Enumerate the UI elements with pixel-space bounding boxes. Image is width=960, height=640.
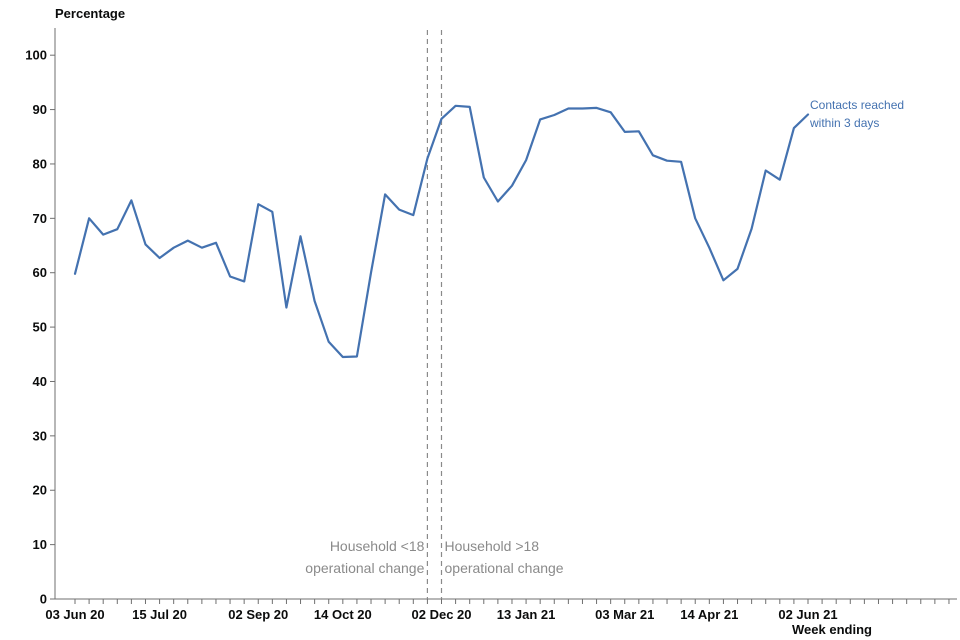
y-tick-label: 40 bbox=[33, 374, 47, 389]
x-axis-title: Week ending bbox=[792, 622, 872, 637]
annotations: Household <18 operational change Household… bbox=[305, 30, 564, 599]
x-axis: 03 Jun 20 15 Jul 20 02 Sep 20 14 Oct 20 02 D… bbox=[45, 598, 957, 622]
series-layer: Contacts reached within 3 days bbox=[73, 98, 904, 359]
y-tick-label: 70 bbox=[33, 211, 47, 226]
y-tick-label: 0 bbox=[40, 592, 47, 607]
y-tick-label: 90 bbox=[33, 102, 47, 117]
y-tick-label: 100 bbox=[25, 48, 47, 63]
y-axis-title: Percentage bbox=[55, 6, 125, 21]
annotation-label: Household <18 operational change bbox=[305, 538, 424, 576]
x-tick-label: 13 Jan 21 bbox=[497, 607, 556, 622]
y-tick-label: 20 bbox=[33, 483, 47, 498]
y-tick-label: 10 bbox=[33, 537, 47, 552]
x-tick-label: 03 Mar 21 bbox=[595, 607, 654, 622]
y-tick-label: 30 bbox=[33, 428, 47, 443]
annotation-label: Household >18 operational change bbox=[445, 538, 564, 576]
series-label: Contacts reached within 3 days bbox=[809, 98, 904, 130]
x-tick-label: 03 Jun 20 bbox=[45, 607, 104, 622]
series-line bbox=[73, 104, 810, 359]
x-tick-label: 14 Apr 21 bbox=[680, 607, 738, 622]
x-tick-label: 02 Jun 21 bbox=[778, 607, 837, 622]
x-tick-label: 02 Sep 20 bbox=[228, 607, 288, 622]
y-tick-label: 50 bbox=[33, 320, 47, 335]
x-tick-label: 02 Dec 20 bbox=[412, 607, 472, 622]
x-tick-label: 15 Jul 20 bbox=[132, 607, 187, 622]
y-axis: 0 10 20 30 40 50 60 70 80 90 100 bbox=[25, 28, 56, 607]
y-tick-label: 80 bbox=[33, 156, 47, 171]
y-tick-label: 60 bbox=[33, 265, 47, 280]
x-tick-label: 14 Oct 20 bbox=[314, 607, 372, 622]
